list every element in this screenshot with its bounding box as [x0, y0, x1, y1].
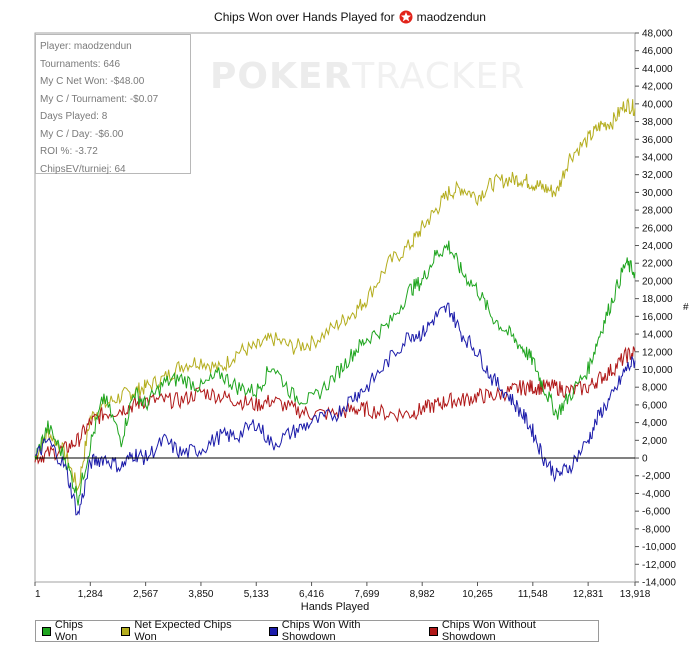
y-tick-label: 12,000: [642, 347, 673, 358]
stat-per-tournament: My C / Tournament: -$0.07: [40, 93, 159, 105]
y-tick-label: 16,000: [642, 312, 673, 323]
x-tick-label: 12,831: [573, 589, 604, 600]
y-tick-label: -12,000: [642, 560, 676, 571]
stat-roi: ROI %: -3.72: [40, 146, 98, 157]
y-axis-unit: #: [683, 302, 689, 313]
legend-label: Chips Won Without Showdown: [441, 619, 536, 643]
x-axis-label: Hands Played: [300, 601, 370, 613]
legend-item-without-showdown[interactable]: Chips Won Without Showdown: [428, 619, 590, 643]
legend-swatch: [121, 626, 131, 636]
legend-item-with-showdown[interactable]: Chips Won With Showdown: [268, 619, 415, 643]
y-tick-label: 44,000: [642, 64, 673, 75]
legend-label: Chips Won With Showdown: [281, 619, 361, 643]
x-tick-label: 6,416: [299, 589, 324, 600]
chart-legend: Chips Won Net Expected Chips Won Chips W…: [35, 619, 599, 643]
y-tick-label: 26,000: [642, 223, 673, 234]
player-name: maodzendun: [416, 10, 486, 24]
y-tick-label: -14,000: [642, 578, 676, 589]
x-tick-label: 5,133: [244, 589, 269, 600]
x-tick-label: 11,548: [518, 589, 548, 600]
stat-chipsev: ChipsEV/turniej: 64: [40, 163, 126, 175]
y-tick-label: 48,000: [642, 29, 673, 40]
x-tick-label: 13,918: [620, 589, 651, 600]
legend-item-chips-won[interactable]: Chips Won: [42, 619, 107, 643]
player-stats-box: Player: maodzendun Tournaments: 646 My C…: [35, 34, 191, 175]
legend-label: Chips Won: [54, 619, 83, 643]
y-tick-label: 42,000: [642, 82, 673, 93]
x-axis: 1 1,284 2,567 3,850 5,133 6,416 7,699 8,982 10,2…: [34, 582, 651, 600]
legend-swatch: [268, 626, 278, 636]
y-tick-label: -2,000: [642, 471, 671, 482]
y-tick-label: 10,000: [642, 365, 673, 376]
y-tick-label: 38,000: [642, 117, 673, 128]
chart-title: Chips Won over Hands Played for maodzend…: [0, 10, 700, 24]
y-tick-label: 34,000: [642, 152, 673, 163]
y-tick-label: -4,000: [642, 489, 671, 500]
y-axis: -14,000 -12,000 -10,000 -8,000 -6,000 -4,000 -…: [635, 29, 676, 589]
x-tick-label: 8,982: [410, 589, 435, 600]
y-tick-label: -8,000: [642, 524, 671, 535]
chart-title-text: Chips Won over Hands Played for: [214, 10, 395, 24]
y-tick-label: 46,000: [642, 46, 673, 57]
y-tick-label: 20,000: [642, 276, 673, 287]
x-tick-label: 2,567: [133, 589, 158, 600]
series-line-chips-won-with-showdown: [34, 302, 636, 516]
legend-label: Net Expected Chips Won: [134, 619, 232, 643]
stat-net-won: My C Net Won: -$48.00: [40, 76, 145, 87]
y-tick-label: 2,000: [642, 436, 667, 447]
y-tick-label: 32,000: [642, 170, 673, 181]
y-tick-label: 40,000: [642, 99, 673, 110]
y-tick-label: 4,000: [642, 418, 667, 429]
stat-tournaments: Tournaments: 646: [40, 58, 121, 70]
stat-per-day: My C / Day: -$6.00: [40, 128, 124, 140]
x-tick-label: 1,284: [78, 589, 103, 600]
y-tick-label: 22,000: [642, 259, 673, 270]
y-tick-label: 28,000: [642, 206, 673, 217]
x-tick-label: 10,265: [462, 589, 493, 600]
y-tick-label: 24,000: [642, 241, 673, 252]
x-tick-label: 7,699: [354, 589, 379, 600]
legend-swatch: [428, 626, 438, 636]
y-tick-label: 14,000: [642, 330, 673, 341]
y-tick-label: 18,000: [642, 294, 673, 305]
y-tick-label: 36,000: [642, 135, 673, 146]
y-tick-label: -10,000: [642, 542, 676, 553]
y-tick-label: -6,000: [642, 507, 671, 518]
stat-days-played: Days Played: 8: [40, 111, 108, 122]
y-tick-label: 30,000: [642, 188, 673, 199]
x-tick-label: 3,850: [188, 589, 213, 600]
y-tick-label: 0: [642, 454, 648, 465]
series-line-chips-won: [34, 240, 636, 506]
legend-item-net-expected[interactable]: Net Expected Chips Won: [121, 619, 254, 643]
legend-swatch: [42, 626, 51, 636]
series-line-chips-won-without-showdown: [34, 346, 636, 465]
pokerstars-logo-icon: [399, 10, 413, 24]
poker-tracker-watermark: POKERTRACKER: [210, 56, 526, 97]
stat-player: Player: maodzendun: [40, 41, 132, 52]
x-tick-label: 1: [35, 589, 41, 600]
series-layer: [34, 97, 636, 516]
y-tick-label: 8,000: [642, 383, 667, 394]
series-line-net-expected-chips-won: [34, 97, 636, 492]
y-tick-label: 6,000: [642, 400, 667, 411]
